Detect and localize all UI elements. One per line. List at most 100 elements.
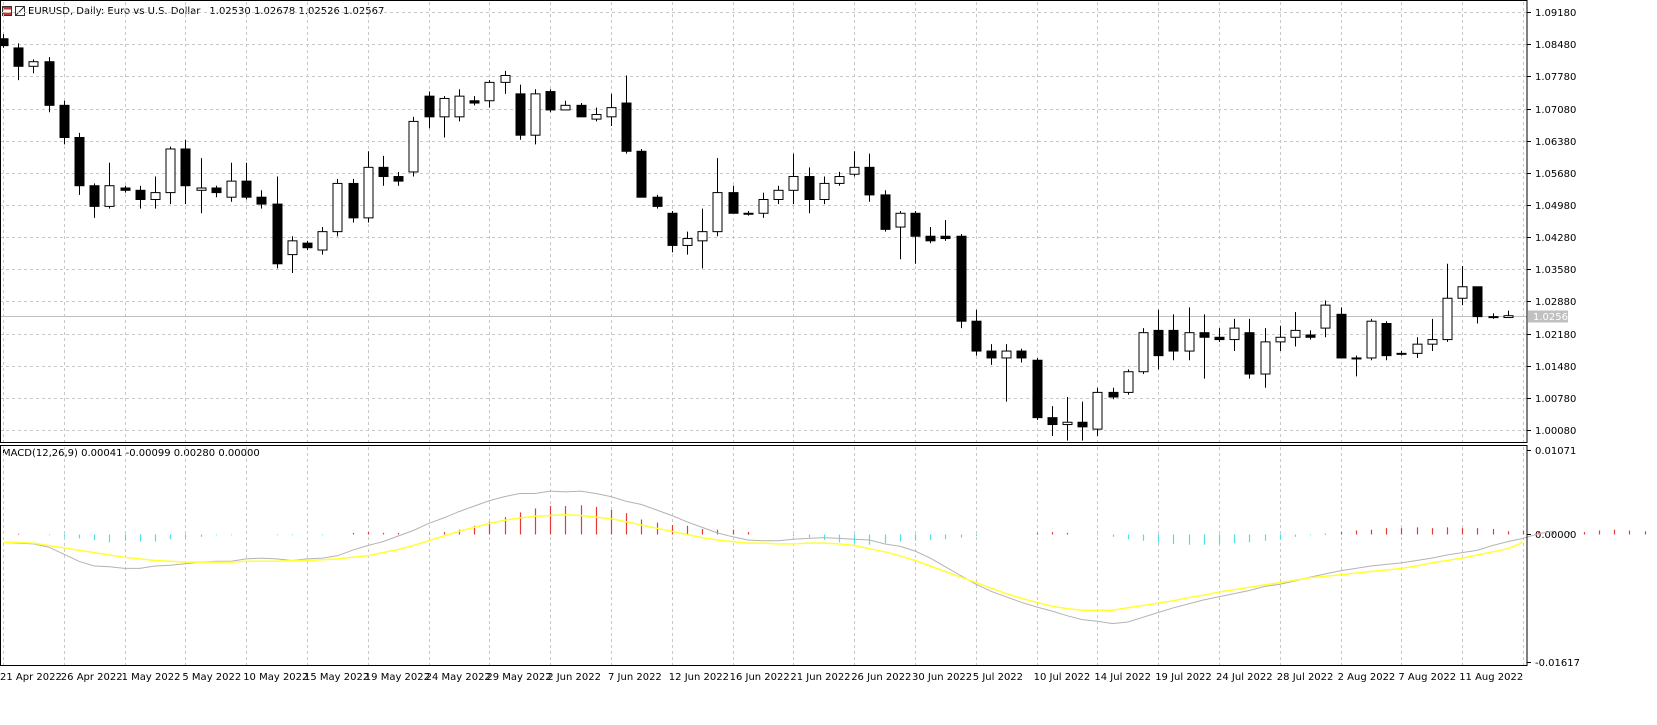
date-axis-label: 7 Jun 2022 [608, 672, 662, 683]
candle [925, 227, 936, 244]
candle-body-bear [180, 148, 191, 187]
candle [545, 89, 556, 113]
candle-body-bear [1199, 332, 1210, 338]
candle [1503, 310, 1514, 319]
symbol-icon[interactable] [15, 6, 25, 16]
candle-body-bear [910, 212, 921, 237]
candle-body-bear [120, 187, 131, 191]
date-axis-label: 26 Apr 2022 [61, 672, 123, 683]
price-axis-label: 1.00080 [1535, 426, 1576, 437]
price-axis-label: 1.06380 [1535, 137, 1576, 148]
candle [1062, 396, 1073, 441]
candle-body-bull [1260, 341, 1271, 375]
candle [484, 80, 495, 108]
chart-menu-icon[interactable] [2, 6, 12, 16]
candle [226, 162, 237, 202]
candle-body-bear [59, 104, 70, 138]
candle-body-bear [986, 350, 997, 359]
candle-body-bear [74, 136, 85, 187]
candle [880, 190, 891, 232]
candle [408, 116, 419, 177]
candle-body-bear [743, 212, 754, 215]
candle-body-bear [621, 102, 632, 152]
candle-body-bull [758, 198, 769, 214]
candle [515, 84, 526, 140]
candle-body-bull [1184, 332, 1195, 352]
candle-body-bear [652, 196, 663, 207]
candle [1366, 318, 1377, 361]
candle [1472, 286, 1483, 324]
date-axis-label: 2 Aug 2022 [1338, 672, 1396, 683]
ohlc-readout: 1.02530 1.02678 1.02526 1.02567 [209, 5, 385, 17]
candle-body-bull [819, 182, 830, 200]
price-axis-label: 1.01480 [1535, 362, 1576, 373]
candle [165, 146, 176, 205]
candle-body-bull [1351, 357, 1362, 360]
candle [712, 158, 723, 237]
macd-pane-border [0, 445, 1528, 666]
candle [348, 178, 359, 223]
candle [758, 192, 769, 218]
candle-body-bull [287, 240, 298, 256]
candle [1032, 357, 1043, 420]
candle [1123, 369, 1134, 395]
candle [287, 236, 298, 273]
date-axis-label: 30 Jun 2022 [912, 672, 972, 683]
candle [940, 220, 951, 241]
candle [621, 75, 632, 154]
candle [834, 171, 845, 186]
candle [28, 59, 39, 74]
price-axis-label: 1.00780 [1535, 394, 1576, 405]
macd-indicator-label: MACD(12,26,9) 0.00041 -0.00099 0.00280 0… [2, 448, 260, 459]
candle [454, 89, 465, 122]
price-axis-label: 1.02180 [1535, 330, 1576, 341]
candle-body-bear [1153, 329, 1164, 357]
candle [1168, 314, 1179, 361]
candle [89, 183, 100, 218]
candle [256, 190, 267, 209]
macd-axis: 0.01071 0.00000 -0.01617 [1527, 446, 1580, 669]
candle-body-bull [1412, 343, 1423, 354]
date-axis-label: 12 Jun 2022 [669, 672, 729, 683]
date-axis-label: 24 Jul 2022 [1216, 672, 1273, 683]
date-axis-label: 21 Apr 2022 [0, 672, 62, 683]
candle-body-bear [378, 166, 389, 178]
candle-body-bear [971, 320, 982, 352]
candle [986, 344, 997, 365]
candle [0, 34, 9, 48]
candle-body-bear [241, 180, 252, 198]
date-axis-label: 10 Jul 2022 [1034, 672, 1091, 683]
candle [1412, 337, 1423, 358]
candle [424, 91, 435, 129]
candle [104, 162, 115, 209]
candle-body-bull [317, 231, 328, 251]
candle-body-bull [1503, 315, 1514, 319]
candle [500, 70, 511, 94]
candle [1290, 312, 1301, 347]
candle [804, 167, 815, 214]
candle-body-bear [925, 235, 936, 242]
price-axis-label: 1.09180 [1535, 8, 1576, 19]
candle [13, 43, 24, 81]
candle-body-bear [89, 185, 100, 207]
candle [272, 176, 283, 269]
candle [44, 57, 55, 113]
candle [1047, 406, 1058, 437]
candle-body-bull [1427, 339, 1438, 345]
candle [1457, 266, 1468, 306]
date-axis-label: 16 Jun 2022 [730, 672, 790, 683]
candle-body-bear [804, 176, 815, 200]
candle-body-bear [1016, 350, 1027, 359]
candle-body-bear [1472, 286, 1483, 318]
candle-body-bear [940, 235, 951, 240]
date-axis-label: 28 Jul 2022 [1277, 672, 1334, 683]
date-axis-label: 10 May 2022 [243, 672, 308, 683]
current-price-label: 1.02567 [1533, 312, 1574, 323]
price-axis-label: 1.05680 [1535, 169, 1576, 180]
candle [1016, 348, 1027, 363]
candle-body-bull [439, 97, 450, 118]
candle-body-bear [1488, 316, 1499, 319]
candle-body-bull [500, 74, 511, 83]
candle [895, 210, 906, 260]
